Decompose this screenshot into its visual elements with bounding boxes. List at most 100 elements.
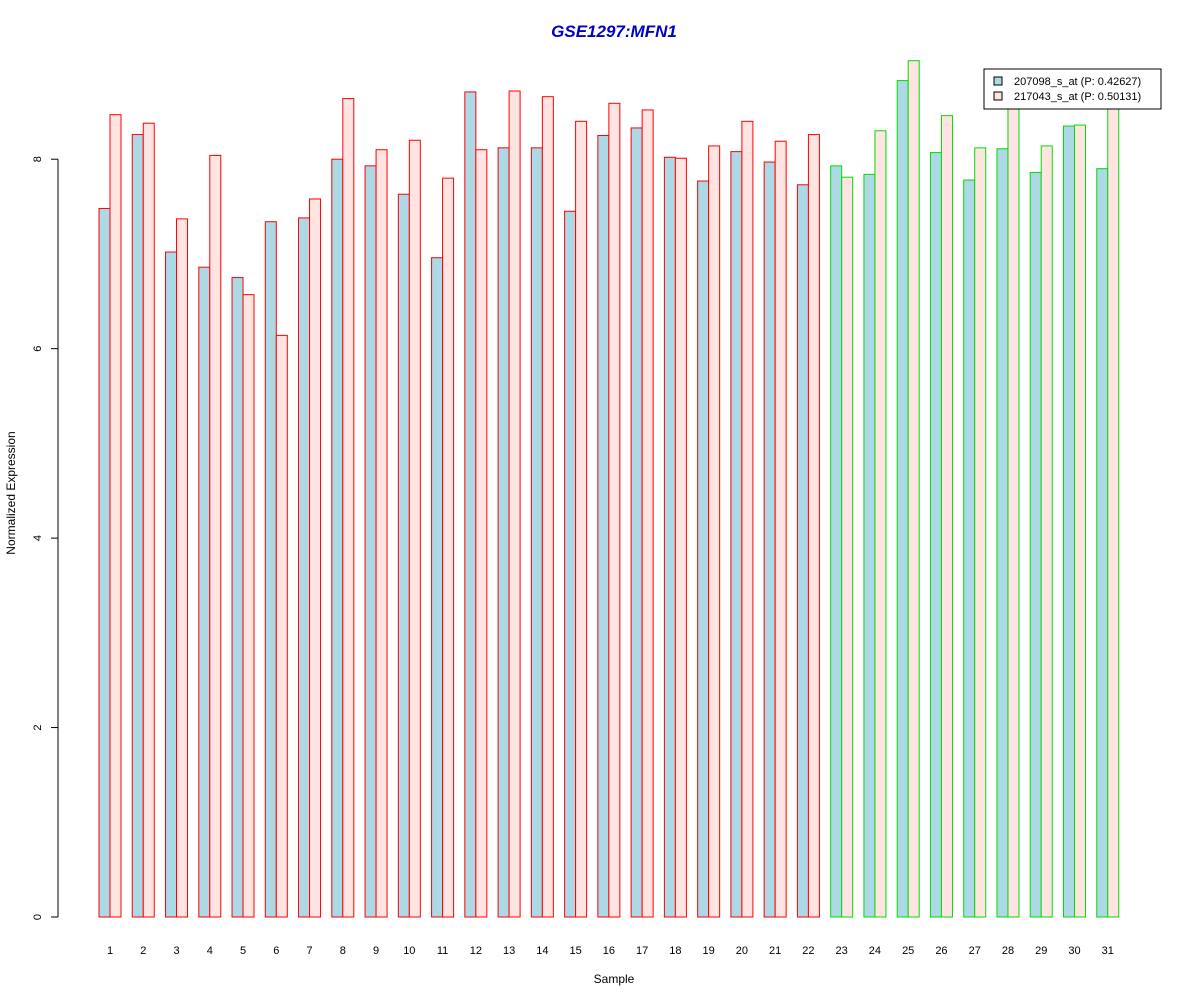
bar-series1-sample-31 — [1096, 168, 1109, 918]
bar-series2-sample-28 — [1007, 106, 1020, 918]
bar-series2-sample-12 — [475, 149, 488, 918]
legend-box — [983, 68, 1162, 110]
x-tick-label: 11 — [437, 945, 448, 957]
bar-series1-sample-8 — [331, 158, 344, 918]
bar-series1-sample-29 — [1029, 171, 1042, 918]
x-tick-label: 26 — [935, 945, 947, 957]
bar-series2-sample-13 — [508, 90, 521, 918]
chart-title: GSE1297:MFN1 — [551, 22, 677, 41]
x-tick-label: 23 — [836, 945, 848, 957]
bar-series1-sample-16 — [597, 135, 610, 918]
x-tick-label: 12 — [470, 945, 482, 957]
x-tick-label: 13 — [503, 945, 515, 957]
y-axis-label: Normalized Expression — [4, 431, 18, 554]
bar-series2-sample-11 — [442, 177, 455, 918]
bar-series1-sample-24 — [863, 173, 876, 918]
bar-series2-sample-9 — [375, 149, 388, 918]
bar-series2-sample-17 — [641, 109, 654, 918]
bar-series2-sample-4 — [209, 154, 222, 918]
x-tick-label: 17 — [636, 945, 648, 957]
x-tick-label: 31 — [1102, 945, 1114, 957]
bar-series2-sample-24 — [874, 130, 887, 918]
bar-series2-sample-31 — [1107, 106, 1120, 918]
bar-series1-sample-19 — [697, 180, 710, 918]
bar-series2-sample-2 — [142, 122, 155, 918]
x-tick-label: 3 — [173, 945, 179, 957]
bar-series2-sample-25 — [907, 60, 920, 918]
x-tick-label: 9 — [373, 945, 379, 957]
x-tick-label: 18 — [669, 945, 681, 957]
bar-series2-sample-16 — [608, 102, 621, 918]
bar-series2-sample-1 — [109, 114, 122, 918]
x-tick-label: 27 — [969, 945, 981, 957]
bar-series2-sample-18 — [674, 157, 687, 918]
x-tick-label: 1 — [107, 945, 113, 957]
legend-entry: 207098_s_at (P: 0.42627) — [1014, 76, 1141, 88]
y-axis: 0 2 4 6 8 — [32, 156, 59, 920]
y-tick-label: 6 — [32, 346, 44, 352]
x-tick-label: 29 — [1035, 945, 1047, 957]
bar-series1-sample-17 — [630, 127, 643, 918]
bar-series2-sample-10 — [408, 139, 421, 918]
bar-series2-sample-29 — [1040, 145, 1053, 918]
bar-series1-sample-10 — [397, 193, 410, 918]
bar-series1-sample-5 — [231, 277, 244, 918]
bar-series2-sample-27 — [974, 147, 987, 918]
bar-series2-sample-26 — [940, 115, 953, 918]
x-axis-label: Sample — [594, 972, 635, 986]
x-tick-label: 24 — [869, 945, 881, 957]
x-tick-label: 22 — [802, 945, 814, 957]
y-tick-label: 4 — [32, 535, 44, 541]
y-tick-label: 2 — [32, 724, 44, 730]
bar-series2-sample-8 — [342, 98, 355, 918]
bar-series1-sample-15 — [564, 210, 577, 918]
x-tick-label: 10 — [403, 945, 415, 957]
x-tick-label: 25 — [902, 945, 914, 957]
x-tick-label: 6 — [273, 945, 279, 957]
bar-series2-sample-21 — [774, 140, 787, 918]
x-tick-label: 5 — [240, 945, 246, 957]
x-tick-label: 21 — [769, 945, 781, 957]
bar-series1-sample-27 — [963, 179, 976, 918]
bar-series1-sample-30 — [1062, 125, 1075, 918]
legend-entry: 217043_s_at (P: 0.50131) — [1014, 91, 1141, 103]
y-tick-label: 8 — [32, 156, 44, 162]
bar-series2-sample-3 — [176, 218, 189, 918]
legend-swatch — [993, 76, 1003, 86]
x-tick-label: 30 — [1068, 945, 1080, 957]
bar-series1-sample-18 — [663, 156, 676, 918]
bar-series1-sample-6 — [264, 221, 277, 918]
x-tick-label: 28 — [1002, 945, 1014, 957]
x-tick-label: 7 — [306, 945, 312, 957]
bar-series2-sample-23 — [841, 176, 854, 918]
bar-series1-sample-4 — [198, 266, 211, 918]
x-tick-label: 15 — [569, 945, 581, 957]
bar-series2-sample-22 — [807, 134, 820, 918]
x-tick-label: 16 — [603, 945, 615, 957]
x-tick-label: 19 — [703, 945, 715, 957]
x-tick-label: 2 — [140, 945, 146, 957]
bar-series2-sample-5 — [242, 294, 255, 918]
x-tick-label: 20 — [736, 945, 748, 957]
bar-series1-sample-7 — [298, 217, 311, 918]
bar-series1-sample-14 — [530, 147, 543, 918]
bar-series1-sample-25 — [896, 80, 909, 918]
bar-series2-sample-14 — [541, 96, 554, 918]
bar-series2-sample-30 — [1073, 124, 1086, 918]
bar-series1-sample-9 — [364, 165, 377, 918]
bar-series1-sample-2 — [131, 134, 144, 918]
bar-series1-sample-28 — [996, 148, 1009, 918]
x-tick-labels: 1 2 3 4 5 6 7 8 9 10 11 12 13 14 15 16 17 18 19 20 21 22 23 24 2… — [107, 945, 1114, 957]
legend: 207098_s_at (P: 0.42627) 217043_s_at (P: … — [983, 68, 1162, 110]
legend-swatch — [993, 91, 1003, 101]
y-tick-label: 0 — [32, 914, 44, 920]
bar-series1-sample-13 — [497, 147, 510, 918]
bar-series1-sample-1 — [98, 207, 111, 918]
bar-series1-sample-20 — [730, 151, 743, 918]
bar-series1-sample-3 — [165, 251, 178, 918]
bar-series2-sample-19 — [708, 145, 721, 918]
bar-series1-sample-12 — [464, 91, 477, 918]
bars — [98, 60, 1120, 918]
bar-series2-sample-7 — [309, 198, 322, 918]
